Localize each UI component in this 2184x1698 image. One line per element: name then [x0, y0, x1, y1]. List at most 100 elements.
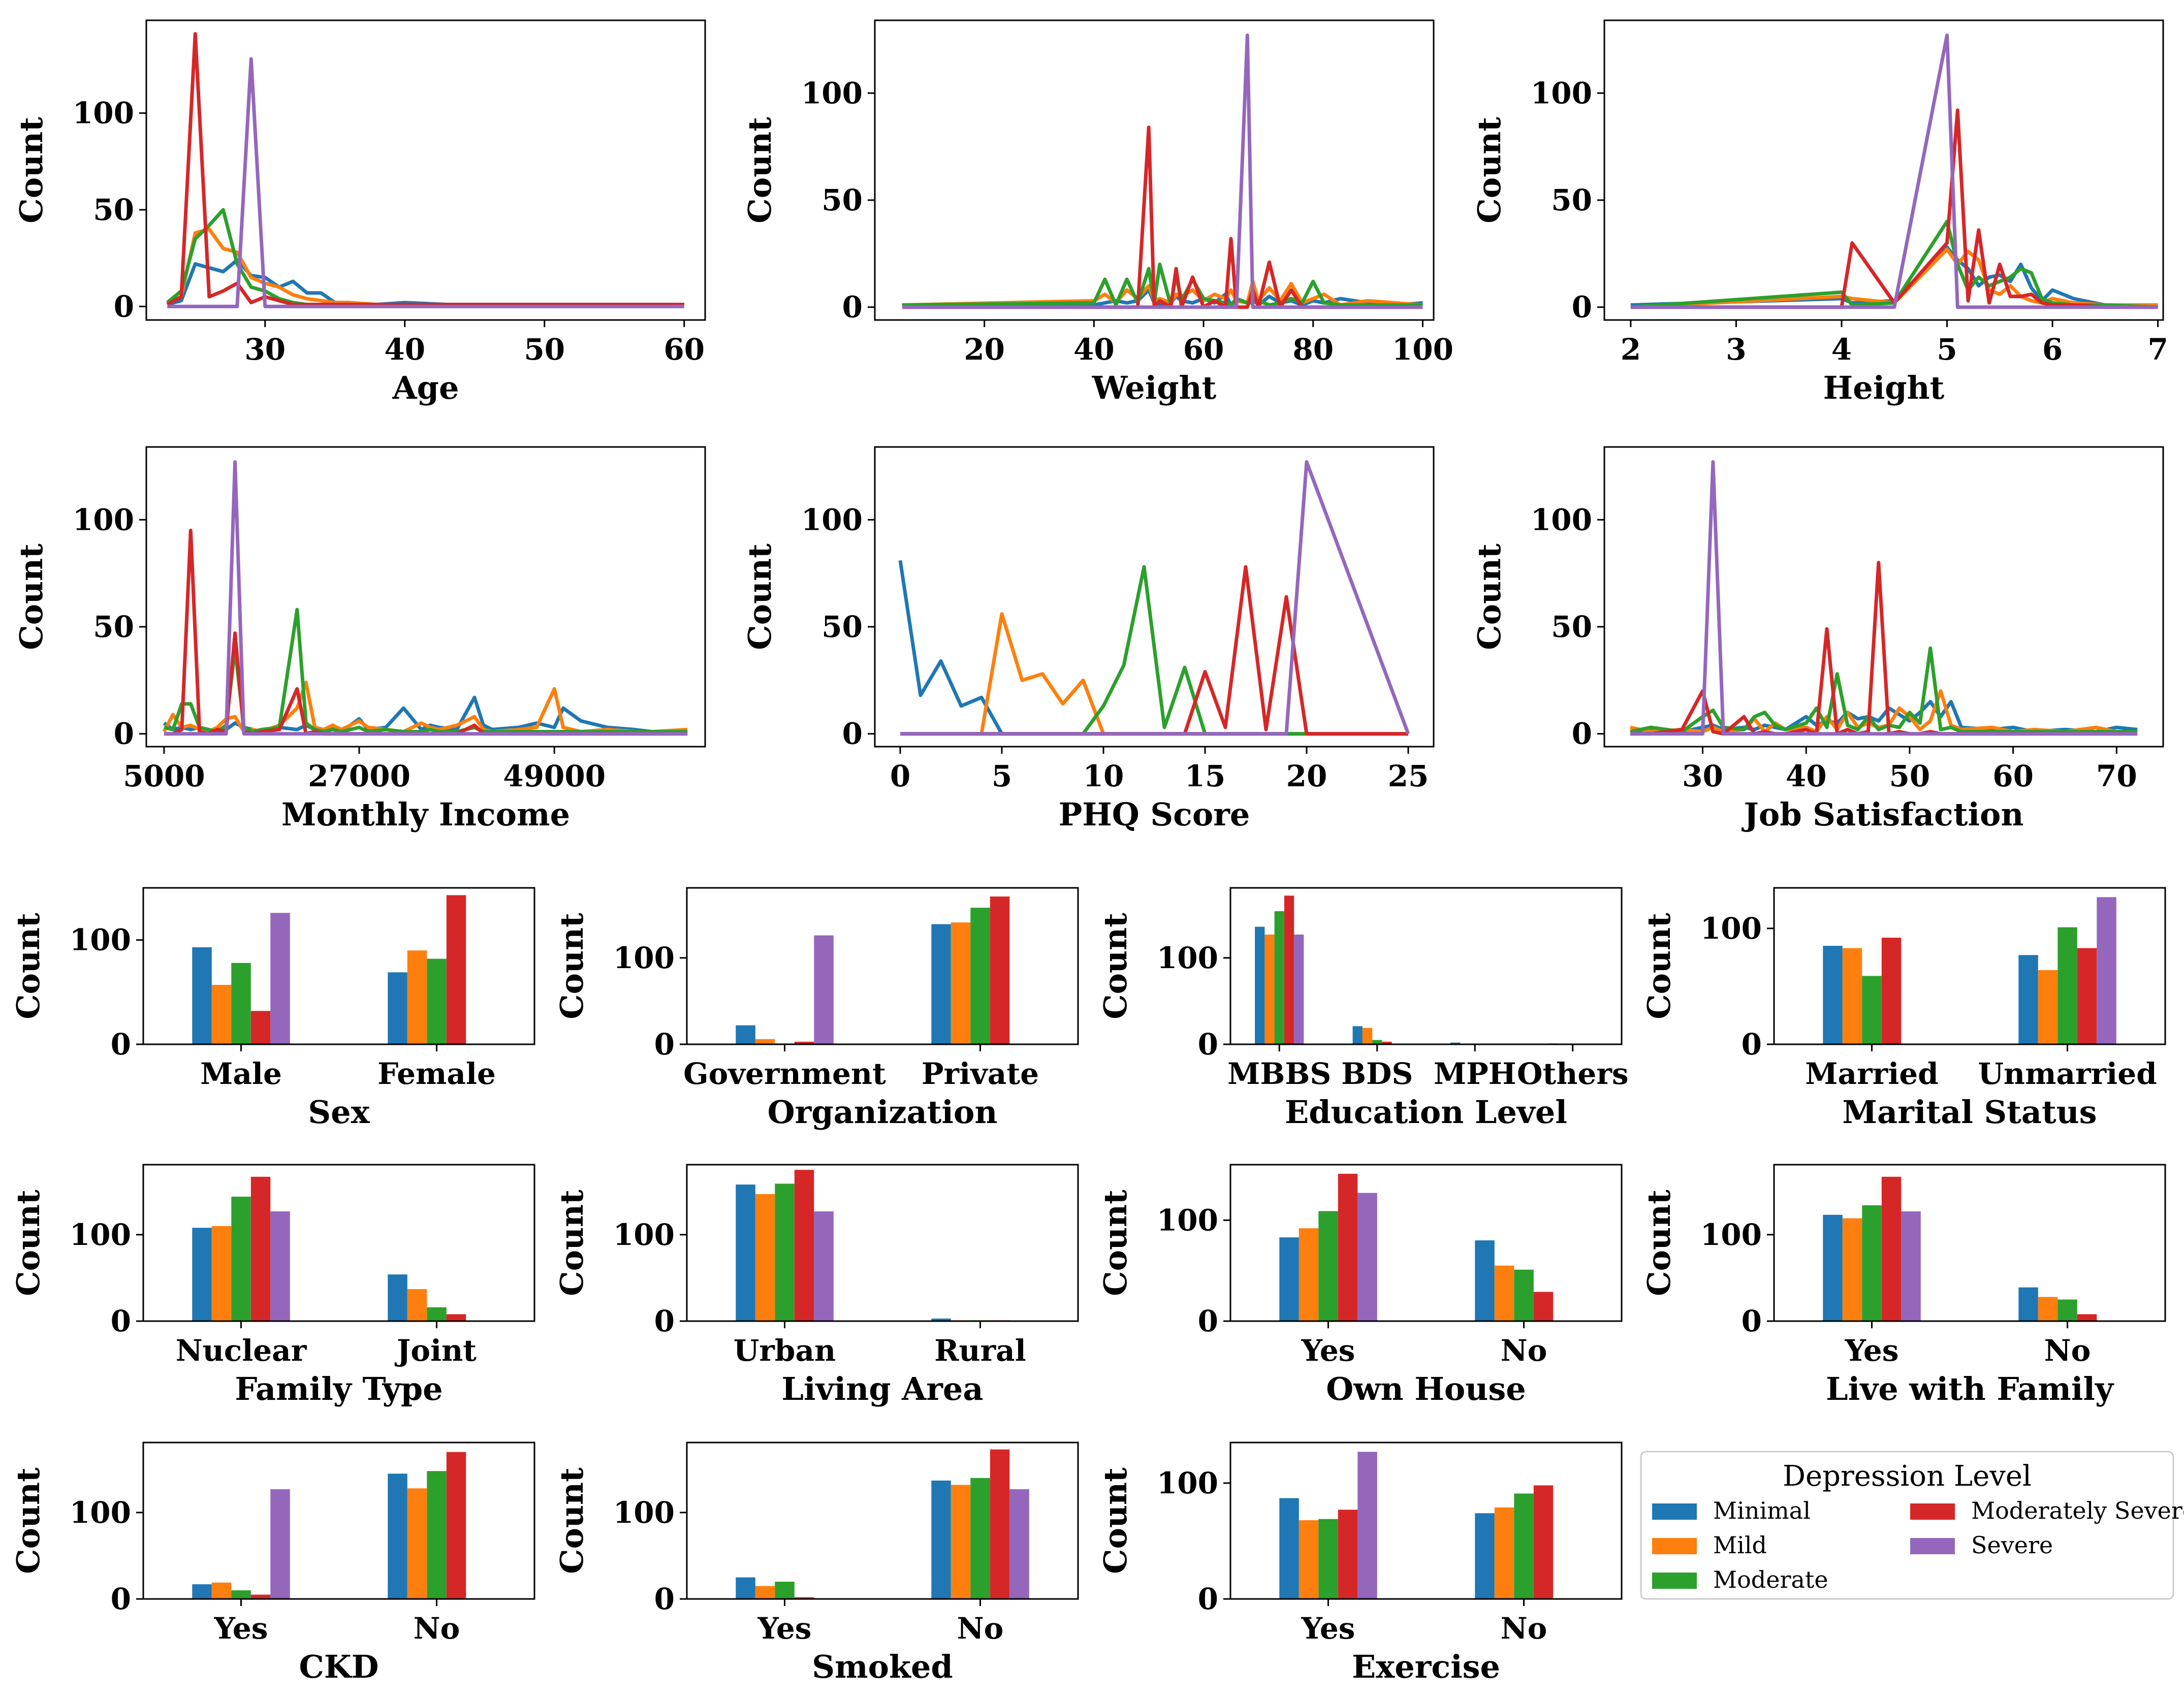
- series-line-age-3: [166, 32, 684, 306]
- bar-org-2-1: [970, 908, 990, 1044]
- legend-swatch-2: [1652, 1573, 1697, 1589]
- bar-exercise-1-0: [1299, 1520, 1319, 1599]
- y-axis-title: Count: [1097, 913, 1134, 1019]
- legend-box: [1640, 1451, 2174, 1600]
- bar-sex-0-1: [388, 972, 407, 1044]
- legend-swatch-1: [1652, 1538, 1697, 1554]
- bar-org-1-1: [951, 922, 971, 1044]
- legend-swatch-4: [1910, 1538, 1955, 1554]
- axes-frame-ckd: [142, 1441, 535, 1600]
- bar-family-0-0: [192, 1228, 212, 1321]
- axes-frame-phq: [874, 446, 1435, 748]
- legend-swatch-3: [1910, 1503, 1955, 1520]
- category-label: Joint: [394, 1333, 477, 1368]
- x-axis-title: Sex: [308, 1094, 370, 1131]
- bar-edu-0-2: [1450, 1042, 1461, 1044]
- chart-phq: 0 5 10 15 20 25 0 50 100 PHQ Score Count: [741, 446, 1435, 833]
- y-axis-title: Count: [10, 1467, 47, 1574]
- y-tick-label: 100: [1700, 911, 1762, 946]
- x-tick-label: 2: [1621, 332, 1641, 367]
- y-tick-label: 100: [70, 923, 131, 957]
- x-axis-title: Exercise: [1352, 1648, 1500, 1685]
- chart-job: 30 40 50 60 70 0 50 100 Job Satisfaction Count: [1471, 446, 2164, 833]
- x-tick-label: 100: [1392, 332, 1453, 367]
- series-line-height-0: [1630, 245, 2158, 307]
- y-axis-title: Count: [1097, 1190, 1134, 1296]
- bar-family-2-1: [427, 1307, 447, 1321]
- x-axis-title: Weight: [1092, 369, 1217, 406]
- bar-family-3-1: [446, 1314, 466, 1321]
- bar-living-0-1: [931, 1318, 951, 1321]
- axes-frame-marital: [1773, 887, 2166, 1045]
- bar-ckd-4-0: [270, 1489, 290, 1599]
- series-line-weight-4: [902, 34, 1423, 309]
- x-axis-title: PHQ Score: [1059, 796, 1250, 833]
- y-tick-label: 100: [613, 1218, 675, 1252]
- y-tick-label: 0: [654, 1304, 675, 1338]
- category-label: Nuclear: [176, 1333, 307, 1368]
- x-axis-title: Own House: [1326, 1370, 1526, 1407]
- legend-label: Severe: [1971, 1531, 2053, 1559]
- bar-edu-0-0: [1255, 926, 1265, 1044]
- bar-marital-2-1: [2058, 927, 2077, 1044]
- bar-livefam-1-0: [1842, 1218, 1862, 1321]
- x-tick-label: 40: [1786, 759, 1827, 793]
- x-tick-label: 6: [2042, 332, 2063, 367]
- bar-ckd-2-0: [231, 1590, 251, 1599]
- y-axis-title: Count: [741, 543, 778, 650]
- bar-marital-4-1: [2097, 897, 2116, 1044]
- category-label: Yes: [1301, 1611, 1355, 1646]
- x-tick-label: 70: [2096, 759, 2137, 793]
- bar-sex-0-0: [192, 947, 212, 1044]
- y-tick-label: 0: [1198, 1027, 1218, 1062]
- legend: Depression Level Minimal Mild Moderate Moder…: [1640, 1451, 2184, 1600]
- x-tick-label: 7: [2147, 332, 2168, 367]
- x-axis-title: Family Type: [235, 1370, 442, 1407]
- y-tick-label: 100: [1700, 1218, 1762, 1252]
- x-axis-title: Job Satisfaction: [1742, 796, 2024, 833]
- bar-org-4-0: [814, 935, 834, 1044]
- y-axis-title: Count: [553, 913, 590, 1019]
- bar-living-4-0: [814, 1211, 834, 1321]
- series-line-phq-1: [900, 612, 1408, 736]
- bar-house-2-1: [1514, 1269, 1534, 1321]
- axes-frame-family: [142, 1164, 535, 1322]
- bar-marital-3-1: [2077, 948, 2097, 1044]
- y-tick-label: 100: [1157, 1203, 1218, 1237]
- y-axis-title: Count: [1640, 1190, 1677, 1296]
- y-tick-label: 100: [73, 502, 134, 537]
- chart-age: 30 40 50 60 0 50 100 Age Count: [13, 19, 706, 406]
- series-line-income-1: [162, 681, 688, 733]
- x-tick-label: 30: [1682, 759, 1723, 793]
- y-tick-label: 100: [801, 502, 863, 537]
- y-axis-title: Count: [1640, 913, 1677, 1019]
- bar-livefam-2-0: [1862, 1205, 1882, 1321]
- category-label: Yes: [214, 1611, 268, 1646]
- chart-weight: 20 40 60 80 100 0 50 100 Weight Count: [741, 19, 1453, 406]
- x-tick-label: 20: [1286, 759, 1327, 793]
- bar-smoked-2-1: [970, 1478, 990, 1599]
- chart-marital: Married Unmarried 0 100 Marital Status Count: [1640, 887, 2166, 1131]
- axes-frame-smoked: [686, 1441, 1079, 1600]
- x-axis-title: Smoked: [812, 1648, 953, 1685]
- x-tick-label: 3: [1726, 332, 1746, 367]
- bar-house-3-1: [1533, 1292, 1554, 1321]
- bar-sex-3-0: [250, 1011, 271, 1044]
- x-axis-title: Education Level: [1285, 1094, 1567, 1131]
- axes-frame-edu: [1229, 887, 1623, 1045]
- bar-livefam-1-1: [2038, 1297, 2058, 1321]
- axes-frame-org: [686, 887, 1079, 1045]
- bar-smoked-1-0: [755, 1586, 775, 1599]
- series-line-height-3: [1630, 108, 2158, 309]
- x-tick-label: 5: [1937, 332, 1957, 367]
- axes-frame-sex: [142, 887, 535, 1045]
- bar-ckd-3-1: [446, 1452, 466, 1599]
- bar-smoked-3-0: [794, 1597, 814, 1599]
- bar-family-1-1: [407, 1289, 427, 1321]
- y-axis-title: Count: [10, 913, 47, 1019]
- series-line-height-2: [1630, 219, 2158, 309]
- y-tick-label: 50: [1551, 610, 1592, 644]
- y-tick-label: 0: [1572, 290, 1592, 325]
- y-tick-label: 100: [1157, 941, 1218, 975]
- category-label: Government: [683, 1056, 886, 1091]
